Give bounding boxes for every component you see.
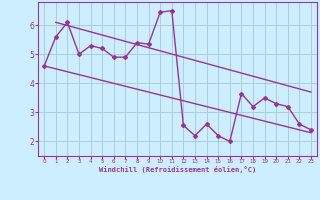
X-axis label: Windchill (Refroidissement éolien,°C): Windchill (Refroidissement éolien,°C) [99,166,256,173]
